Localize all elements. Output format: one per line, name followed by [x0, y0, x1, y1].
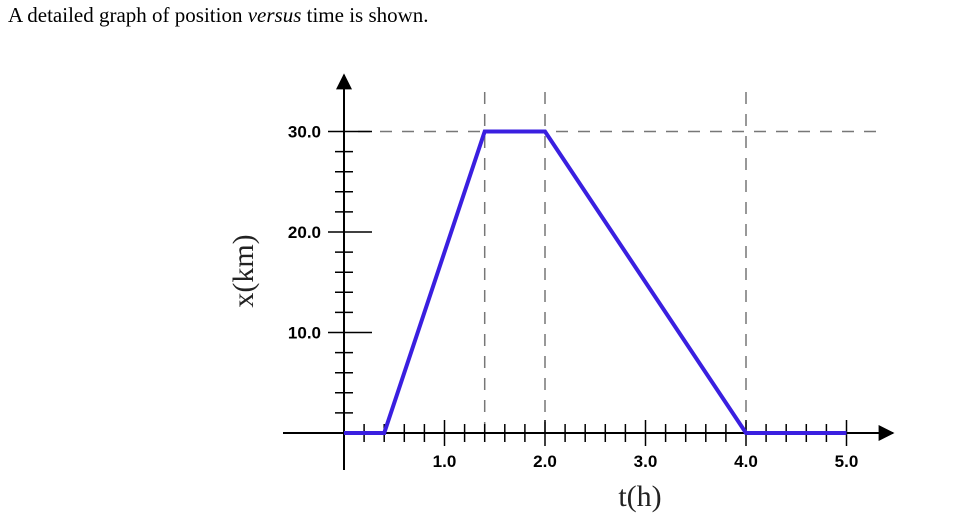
caption-text-after: time is shown. — [301, 3, 429, 27]
x-tick-label: 4.0 — [734, 452, 758, 471]
x-axis-label: t(h) — [618, 480, 661, 513]
x-tick-label: 2.0 — [533, 452, 557, 471]
reference-lines — [358, 92, 882, 433]
tick-labels: 1.0 2.0 3.0 4.0 5.0 10.0 20.0 30.0 — [288, 123, 858, 472]
series-line — [344, 129, 847, 435]
y-tick-label: 30.0 — [288, 123, 321, 142]
x-tick-label: 3.0 — [634, 452, 658, 471]
y-axis-label: x(km) — [227, 234, 260, 307]
x-tick-label: 1.0 — [433, 452, 457, 471]
y-tick-label: 20.0 — [288, 223, 321, 242]
caption: A detailed graph of position versus time… — [8, 3, 429, 28]
axes — [283, 73, 895, 470]
tick-marks — [328, 130, 848, 446]
x-tick-label: 5.0 — [835, 452, 859, 471]
caption-text-italic: versus — [247, 3, 302, 27]
series-layer — [344, 129, 847, 435]
caption-text-before: A detailed graph of position — [8, 3, 248, 27]
y-tick-label: 10.0 — [288, 324, 321, 343]
